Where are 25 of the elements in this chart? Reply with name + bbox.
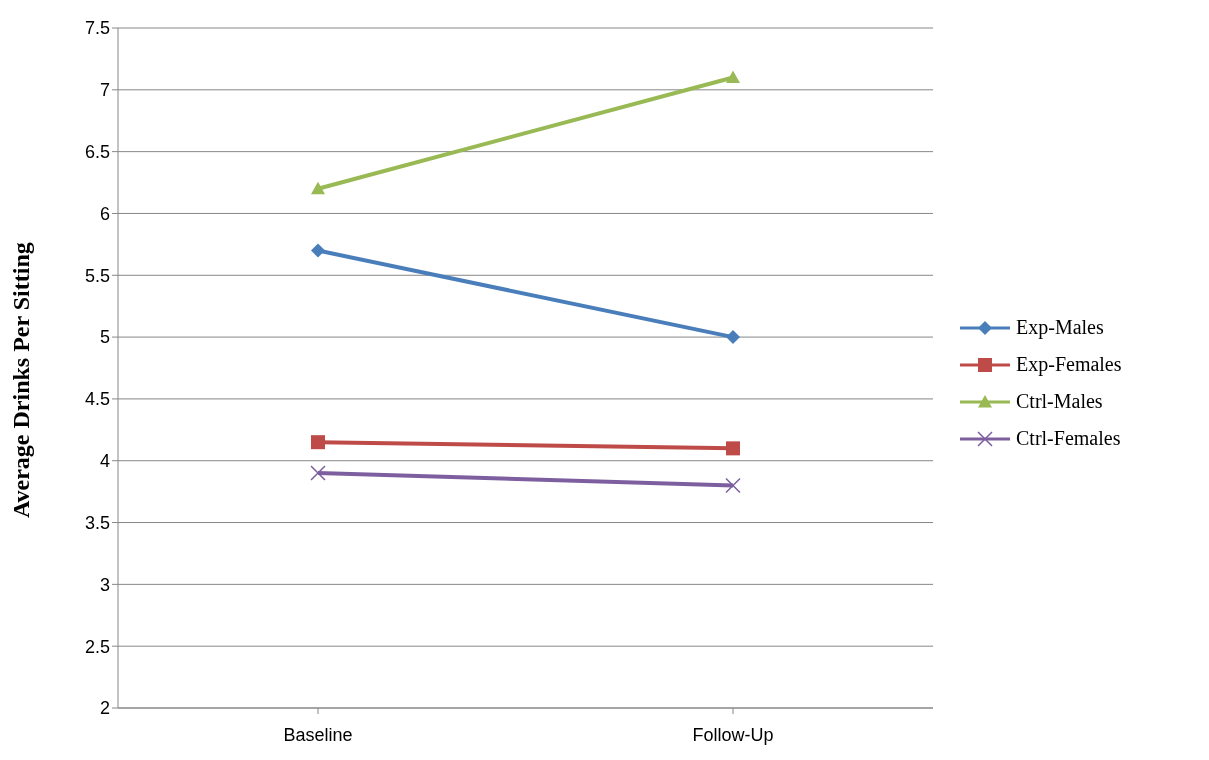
legend-label: Ctrl-Females [1016,427,1121,450]
point [726,330,740,345]
y-tick-label: 3.5 [84,512,110,533]
y-tick-label: 7.5 [84,18,110,39]
legend-label: Ctrl-Males [1016,390,1103,413]
y-tick-label: 7 [99,80,110,101]
point [725,477,741,494]
y-axis-title: Average Drinks Per Sitting [7,242,34,518]
point [311,435,325,450]
y-tick-label: 5 [99,327,110,348]
point [310,465,326,481]
point [726,441,740,456]
legend-label: Exp-Females [1016,353,1122,376]
y-tick-label: 2 [99,698,110,719]
y-tick-label: 6 [99,203,110,224]
point [311,243,325,258]
x-tick-label: Follow-Up [692,724,774,745]
y-tick-label: 4 [99,451,110,472]
legend-label: Exp-Males [1016,316,1104,339]
x-tick-label: Baseline [283,724,353,745]
y-tick-label: 4.5 [84,389,110,410]
y-tick-label: 6.5 [84,142,110,163]
y-tick-label: 5.5 [84,265,110,286]
y-tick-label: 2.5 [84,636,110,657]
y-tick-label: 3 [99,574,110,595]
